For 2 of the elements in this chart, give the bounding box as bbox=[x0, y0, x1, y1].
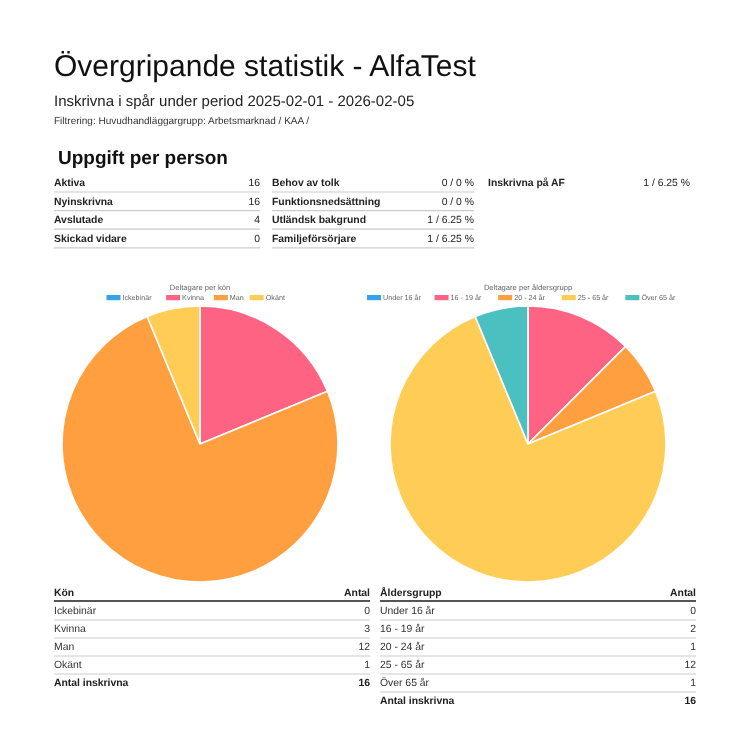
text: Övergripande statistik - AlfaTest bbox=[54, 50, 478, 84]
text: Uppgift per person bbox=[58, 148, 229, 170]
